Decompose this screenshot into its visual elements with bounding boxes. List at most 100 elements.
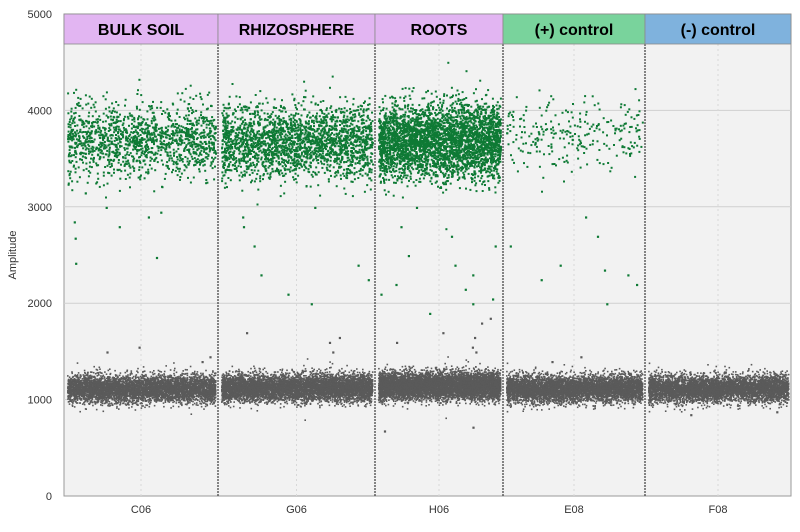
droplet-point	[166, 378, 169, 381]
droplet-point	[179, 400, 182, 402]
droplet-point	[129, 395, 132, 398]
droplet-point	[69, 399, 72, 402]
droplet-point	[142, 380, 145, 383]
droplet-point	[134, 401, 137, 404]
droplet-point	[81, 381, 84, 384]
droplet-point	[77, 388, 80, 391]
droplet-point	[99, 385, 102, 387]
droplet-point	[90, 399, 93, 402]
droplet-point	[200, 372, 202, 375]
droplet-point	[129, 378, 132, 381]
droplet-point	[144, 397, 147, 400]
droplet-point	[142, 398, 144, 400]
droplet-point	[79, 386, 81, 388]
droplet-point	[101, 399, 103, 402]
droplet-point	[173, 369, 176, 372]
droplet-point	[196, 402, 198, 404]
droplet-point	[205, 379, 208, 381]
droplet-point	[190, 393, 192, 396]
droplet-point	[190, 413, 193, 415]
droplet-point	[140, 399, 143, 401]
droplet-point	[163, 381, 165, 384]
droplet-point	[212, 371, 214, 373]
droplet-point	[67, 401, 70, 403]
droplet-point	[91, 382, 93, 384]
droplet-point	[83, 394, 86, 397]
droplet-point	[155, 375, 158, 378]
droplet-point	[206, 403, 208, 406]
droplet-point	[204, 395, 207, 398]
droplet-point	[145, 373, 147, 376]
droplet-point	[188, 407, 191, 409]
droplet-point	[201, 378, 204, 381]
droplet-point	[141, 373, 143, 376]
droplet-point	[98, 366, 101, 369]
droplet-point	[191, 384, 194, 386]
droplet-point	[107, 378, 109, 381]
droplet-point	[129, 373, 132, 375]
droplet-point	[170, 397, 172, 400]
droplet-point	[197, 399, 199, 402]
droplet-point	[103, 377, 106, 379]
droplet-point	[118, 394, 121, 397]
droplet-point	[204, 405, 207, 408]
droplet-point	[202, 398, 204, 400]
droplet-points	[67, 61, 790, 433]
droplet-point	[205, 376, 208, 379]
droplet-point	[212, 398, 214, 401]
droplet-point	[129, 377, 131, 379]
droplet-point	[214, 372, 216, 375]
droplet-point	[205, 388, 207, 391]
droplet-point	[134, 381, 137, 384]
droplet-point	[132, 402, 135, 405]
droplet-point	[214, 374, 217, 377]
droplet-point	[105, 399, 107, 402]
droplet-point	[116, 401, 119, 404]
droplet-point	[91, 375, 93, 377]
droplet-point	[203, 377, 205, 379]
droplet-point	[173, 362, 175, 364]
droplet-point	[95, 391, 98, 394]
droplet-point	[209, 385, 211, 387]
droplet-point	[87, 396, 89, 399]
droplet-point	[137, 400, 140, 403]
droplet-point	[79, 394, 82, 396]
droplet-point	[77, 379, 80, 381]
droplet-point	[82, 396, 85, 399]
droplet-point	[175, 392, 178, 394]
droplet-point	[191, 377, 193, 380]
droplet-point	[142, 366, 145, 368]
droplet-point	[187, 384, 190, 386]
droplet-point	[172, 401, 174, 404]
droplet-point	[189, 397, 191, 400]
droplet-point	[97, 373, 100, 375]
droplet-point	[210, 390, 213, 393]
droplet-point	[185, 385, 187, 387]
droplet-point	[178, 376, 180, 379]
droplet-point	[151, 384, 153, 387]
droplet-point	[68, 403, 71, 405]
droplet-point	[211, 395, 213, 397]
droplet-point	[181, 374, 183, 376]
droplet-point	[78, 397, 81, 400]
droplet-point	[92, 380, 95, 383]
droplet-point	[179, 395, 182, 397]
droplet-point	[120, 377, 123, 379]
droplet-point	[92, 371, 95, 374]
droplet-point	[185, 372, 187, 375]
droplet-point	[188, 393, 190, 395]
droplet-point	[80, 394, 83, 396]
droplet-point	[80, 385, 83, 387]
droplet-point	[107, 400, 110, 402]
droplet-point	[194, 382, 197, 384]
droplet-point	[207, 393, 210, 396]
droplet-point	[213, 401, 216, 403]
droplet-point	[67, 382, 69, 385]
droplet-point	[87, 371, 89, 374]
droplet-point	[155, 397, 158, 400]
droplet-point	[195, 380, 197, 383]
droplet-point	[188, 376, 191, 378]
droplet-point	[134, 376, 137, 379]
droplet-point	[76, 375, 79, 378]
droplet-point	[101, 388, 104, 391]
